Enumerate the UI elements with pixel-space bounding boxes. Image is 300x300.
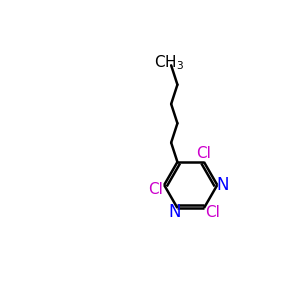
Text: CH$_3$: CH$_3$ — [154, 54, 184, 73]
Text: Cl: Cl — [148, 182, 163, 197]
Text: N: N — [216, 176, 229, 194]
Text: Cl: Cl — [205, 205, 220, 220]
Text: N: N — [169, 203, 181, 221]
Text: Cl: Cl — [196, 146, 211, 161]
